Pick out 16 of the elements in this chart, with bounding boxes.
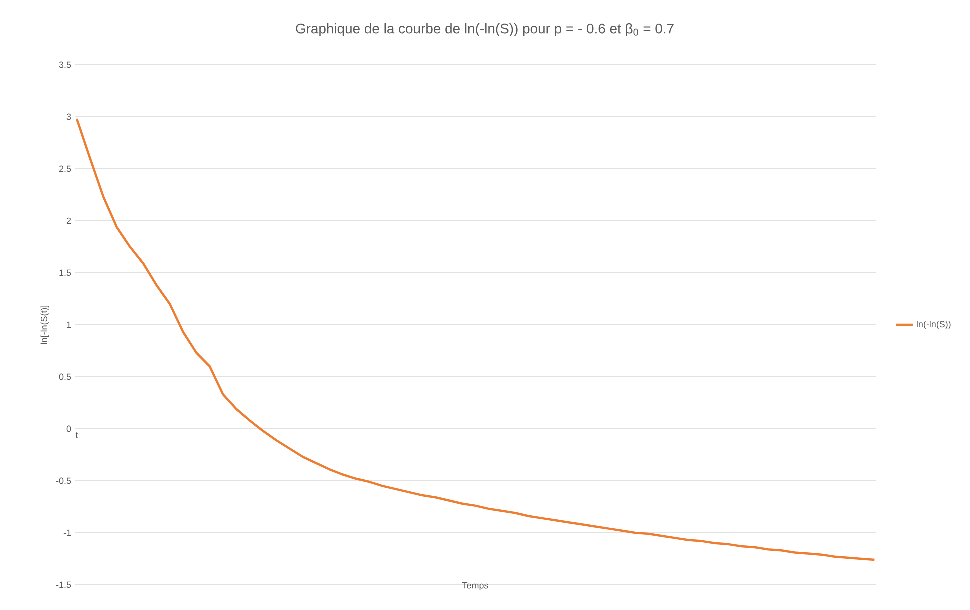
y-tick-label: -1 <box>64 530 72 536</box>
y-tick-label: 2 <box>66 218 72 224</box>
y-tick-label: -1.5 <box>56 582 72 588</box>
y-axis-title: ln[-ln(S(t)] <box>40 306 50 344</box>
y-tick-label: 2.5 <box>59 166 72 172</box>
legend-label: ln(-ln(S)) <box>917 320 951 330</box>
y-tick-label: 3.5 <box>59 62 72 68</box>
y-tick-label: -0.5 <box>56 478 72 484</box>
chart-title: Graphique de la courbe de ln(-ln(S)) pour p = - 0.6 et β$_{0}$ = 0.7 <box>296 23 674 36</box>
x-axis-title: Temps <box>462 582 488 591</box>
y-tick-label: 0.5 <box>59 374 72 380</box>
y-tick-label: 3 <box>66 114 72 120</box>
x-tick-label: t <box>76 432 78 438</box>
y-tick-label: 1.5 <box>60 270 72 276</box>
y-tick-label: 0 <box>66 426 72 432</box>
y-tick-label: 1 <box>67 322 72 328</box>
